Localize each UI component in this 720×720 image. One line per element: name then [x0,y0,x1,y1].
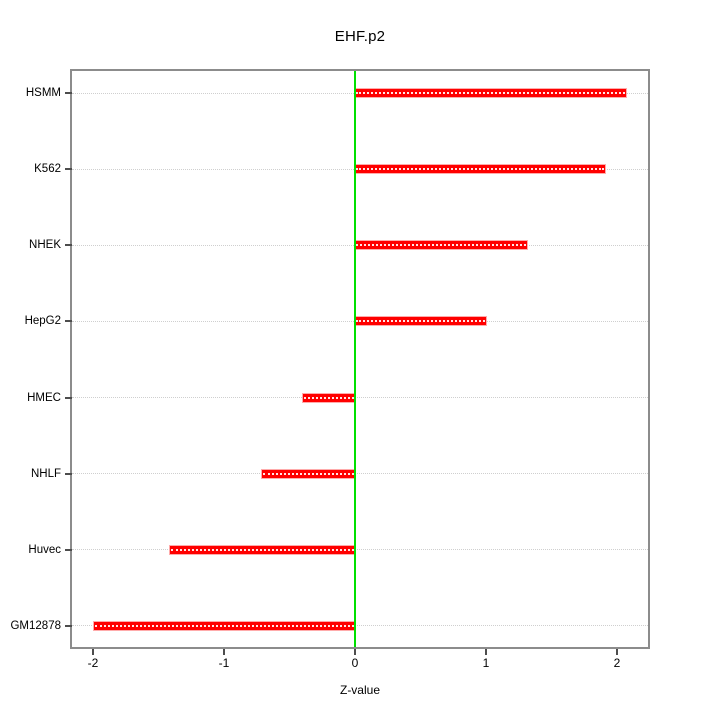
y-tick-label: GM12878 [10,619,61,632]
x-tick [92,649,94,655]
y-tick [65,548,72,551]
x-tick [354,649,356,655]
bar-inner-dotted-line [303,396,354,399]
x-tick-label: 0 [351,656,359,670]
x-tick [223,649,225,655]
bar [260,468,356,479]
y-tick [65,472,72,475]
y-tick [65,92,72,94]
bar [169,544,356,555]
plot-area [70,69,650,649]
y-tick-label: Huvec [28,543,61,556]
gridline [72,397,648,399]
bar [354,88,628,98]
x-tick-label: 2 [613,656,621,670]
x-tick [485,649,487,655]
x-tick-label: 1 [482,656,490,670]
y-tick-label: K562 [34,163,61,176]
bar-inner-dotted-line [95,624,354,627]
y-tick-label: NHEK [29,239,61,252]
bar-inner-dotted-line [356,320,485,323]
gridline [72,549,648,551]
zero-reference-line [354,71,356,647]
y-tick [65,244,72,247]
y-tick [65,396,72,399]
y-tick-label: HMEC [27,391,61,404]
y-tick-label: NHLF [30,467,61,480]
x-axis-label: Z-value [339,683,380,697]
x-tick [616,649,618,655]
x-tick-label: -2 [87,656,99,670]
bar [354,316,487,327]
bar [354,240,528,251]
y-tick [65,168,72,171]
bar [354,164,607,175]
chart-title: EHF.p2 [334,28,386,45]
bar-inner-dotted-line [356,92,626,94]
gridline [72,625,648,627]
y-tick [65,320,72,323]
bar-inner-dotted-line [356,244,526,247]
y-tick-label: HSMM [25,87,61,99]
x-tick-label: -1 [218,656,230,670]
bar-inner-dotted-line [262,472,354,475]
bar [93,620,356,631]
bar-inner-dotted-line [171,548,354,551]
gridline [72,473,648,475]
bar-inner-dotted-line [356,168,605,171]
bar [301,392,356,403]
y-tick [65,624,72,627]
y-tick-label: HepG2 [24,315,61,328]
